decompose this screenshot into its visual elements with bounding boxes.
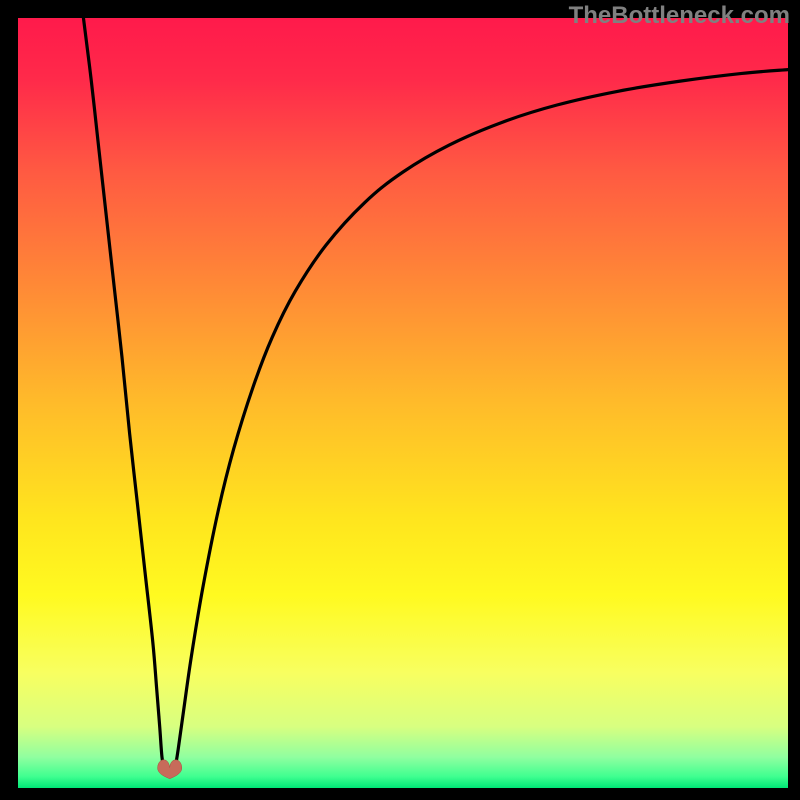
curve-layer (18, 18, 788, 788)
plot-area (18, 18, 788, 788)
curve-left-branch (83, 18, 164, 769)
optimal-point-marker (158, 760, 182, 779)
chart-container: TheBottleneck.com (0, 0, 800, 800)
watermark-text: TheBottleneck.com (569, 2, 790, 30)
curve-right-branch (175, 70, 788, 769)
